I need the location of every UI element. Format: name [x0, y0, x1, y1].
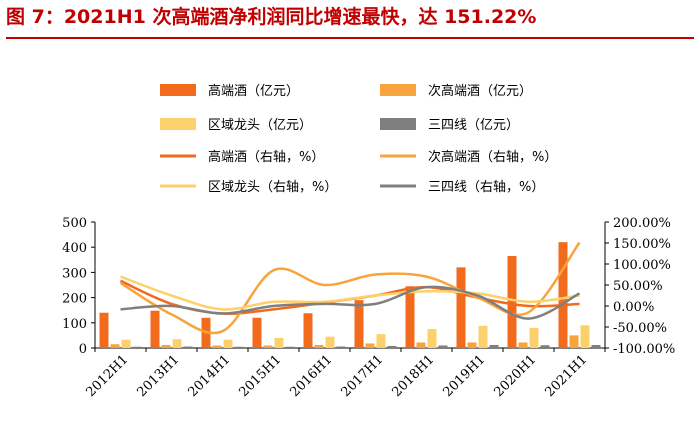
bar-0-1 — [150, 310, 160, 348]
line-series-7 — [120, 285, 581, 320]
bar-2-1 — [172, 339, 182, 348]
bar-3-7 — [489, 344, 499, 348]
bar-0-5 — [354, 300, 364, 348]
legend-swatch-0 — [160, 84, 196, 96]
bar-2-5 — [376, 334, 386, 348]
legend-label-2: 区域龙头（亿元） — [208, 118, 312, 133]
left-tick-label: 300 — [62, 266, 87, 281]
bar-0-8 — [507, 256, 517, 348]
legend-label-0: 高端酒（亿元） — [208, 83, 299, 99]
bar-0-4 — [303, 313, 313, 348]
bar-3-9 — [591, 344, 601, 348]
bar-1-1 — [161, 344, 171, 348]
bar-3-3 — [285, 346, 295, 348]
x-tick-label: 2014H1 — [185, 352, 233, 400]
bar-3-0 — [132, 346, 142, 348]
bar-2-6 — [427, 329, 437, 348]
left-tick-label: 100 — [62, 317, 87, 332]
x-tick-label: 2018H1 — [389, 352, 437, 400]
legend-label-5: 次高端酒（右轴，%） — [428, 149, 557, 165]
bar-0-9 — [558, 242, 568, 348]
bar-3-6 — [438, 345, 448, 348]
bar-1-3 — [263, 345, 273, 348]
left-tick-label: 400 — [62, 241, 87, 256]
left-tick-label: 500 — [62, 216, 87, 231]
bar-2-3 — [274, 337, 284, 348]
right-tick-label: 200.00% — [613, 216, 671, 231]
bar-1-2 — [212, 345, 222, 348]
right-tick-label: 150.00% — [613, 237, 671, 252]
bar-2-9 — [580, 325, 590, 348]
bar-0-3 — [252, 317, 262, 348]
right-tick-label: -100.00% — [613, 342, 675, 357]
bar-1-7 — [467, 342, 477, 348]
x-tick-label: 2015H1 — [236, 352, 284, 400]
bar-0-7 — [456, 267, 466, 348]
title-rule — [6, 37, 694, 39]
left-tick-label: 200 — [62, 292, 87, 307]
legend-label-3: 三四线（亿元） — [428, 118, 519, 133]
legend-swatch-1 — [380, 84, 416, 96]
bar-3-8 — [540, 345, 550, 348]
bar-1-9 — [569, 335, 579, 348]
right-tick-label: 50.00% — [613, 279, 663, 294]
legend-label-6: 区域龙头（右轴，%） — [208, 180, 337, 195]
left-tick-label: 0 — [79, 342, 87, 357]
bar-1-4 — [314, 344, 324, 348]
legend-label-1: 次高端酒（亿元） — [428, 83, 532, 99]
line-series-6 — [120, 275, 580, 311]
x-tick-label: 2012H1 — [83, 352, 131, 400]
legend-label-4: 高端酒（右轴，%） — [208, 149, 324, 165]
bar-2-2 — [223, 339, 233, 348]
legend-swatch-2 — [160, 118, 196, 130]
bar-3-1 — [183, 346, 193, 348]
legend-label-7: 三四线（右轴，%） — [428, 180, 544, 195]
x-tick-label: 2019H1 — [440, 352, 488, 400]
bar-2-0 — [121, 339, 131, 348]
bar-2-7 — [478, 325, 488, 348]
x-tick-label: 2017H1 — [338, 352, 386, 400]
bar-0-6 — [405, 286, 415, 348]
right-tick-label: -50.00% — [613, 321, 667, 336]
x-tick-label: 2020H1 — [491, 352, 539, 400]
bar-0-0 — [99, 312, 109, 348]
right-tick-label: 100.00% — [613, 258, 671, 273]
x-tick-label: 2021H1 — [542, 352, 590, 400]
bar-1-5 — [365, 343, 375, 348]
bar-1-8 — [518, 342, 528, 348]
bar-1-6 — [416, 342, 426, 348]
right-tick-label: 0.00% — [613, 300, 654, 315]
x-tick-label: 2013H1 — [134, 352, 182, 400]
bar-3-4 — [336, 346, 346, 348]
bar-3-2 — [234, 346, 244, 348]
bar-3-5 — [387, 345, 397, 348]
bar-2-4 — [325, 336, 335, 348]
bar-2-8 — [529, 327, 539, 348]
legend-swatch-3 — [380, 118, 416, 130]
x-tick-label: 2016H1 — [287, 352, 335, 400]
bar-1-0 — [110, 344, 120, 348]
chart-title: 图 7：2021H1 次高端酒净利润同比增速最快，达 151.22% — [6, 6, 537, 28]
